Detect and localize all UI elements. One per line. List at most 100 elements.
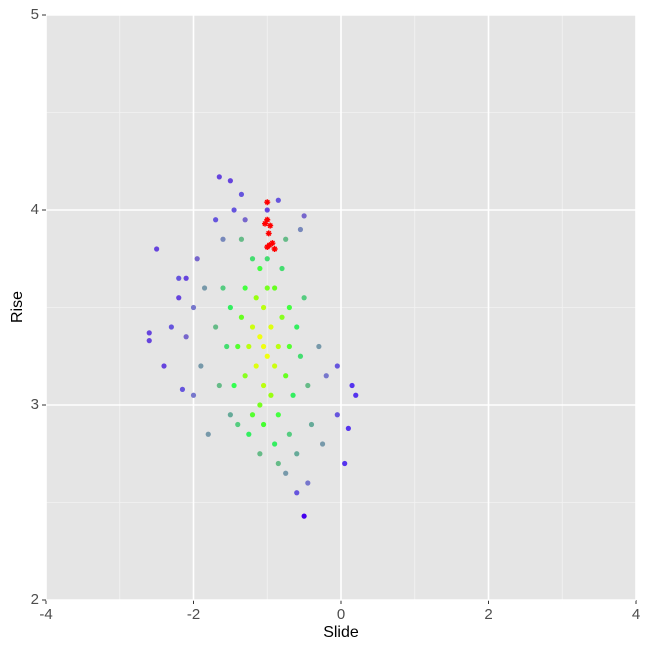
point [220,236,226,242]
point [176,295,182,301]
point [242,373,248,379]
point [246,343,252,350]
y-tick-label: 3 [31,396,39,413]
point [242,217,248,223]
point [268,324,274,330]
point [301,213,307,219]
y-tick-label: 5 [31,6,39,23]
point [264,256,270,262]
point [154,246,160,252]
point [286,431,292,437]
point [227,304,233,311]
point [227,178,233,184]
x-tick-label: 2 [484,606,492,623]
point [249,412,256,418]
point [342,460,348,467]
highlight-point [267,222,274,229]
point [227,412,233,418]
y-tick-label: 2 [31,591,39,608]
point [334,412,340,418]
point [272,441,278,447]
point [301,295,307,301]
point [305,480,311,486]
point [294,490,300,496]
point [272,363,278,369]
point [161,363,167,369]
x-axis-label: Slide [323,624,359,641]
x-tick-label: -4 [39,606,52,623]
y-axis-label: Rise [9,291,26,323]
point [257,451,263,457]
point [308,421,315,428]
point [260,304,267,311]
point [238,236,245,242]
point [353,392,359,398]
point [235,421,241,428]
point [146,338,152,344]
point [279,314,285,320]
highlight-point [264,244,271,251]
point [183,334,189,340]
point [283,236,289,242]
highlight-point [264,216,271,223]
point [224,343,230,350]
point [319,441,326,447]
point [205,431,211,437]
point [213,324,219,330]
point [238,314,245,320]
point [220,285,226,291]
point [275,460,281,467]
point [275,343,281,350]
point [194,256,200,262]
point [249,324,256,330]
point [316,343,322,350]
point [283,373,289,379]
point [323,373,329,379]
x-tick-label: -2 [187,606,200,623]
point [334,363,340,369]
x-tick-label: 0 [337,606,345,623]
point [260,421,267,428]
point [257,265,263,272]
point [275,197,281,203]
point [190,304,197,311]
point [213,217,219,223]
point [260,343,267,350]
point [238,191,245,197]
point [198,363,204,369]
point [257,334,263,340]
point [297,353,304,359]
point [286,304,292,311]
point [345,425,351,431]
point [249,256,256,262]
point [235,343,241,350]
point [231,207,237,213]
point [286,343,292,350]
point [253,295,259,301]
highlight-point [269,240,276,247]
highlight-point [264,199,271,206]
point [349,382,355,389]
point [290,392,296,398]
point [183,275,189,281]
point [253,363,259,369]
point [190,392,197,398]
point [279,265,285,272]
point [257,402,263,408]
x-tick-label: 4 [632,606,640,623]
point [264,353,270,359]
point [297,226,304,233]
point [294,451,300,457]
point [176,275,182,281]
point [216,174,222,180]
point [294,324,300,330]
point [201,285,208,291]
point [268,392,274,398]
point [264,207,270,213]
point [246,431,252,437]
highlight-point [265,230,272,237]
y-tick-label: 4 [31,201,39,218]
point [242,285,248,291]
point [283,470,289,476]
